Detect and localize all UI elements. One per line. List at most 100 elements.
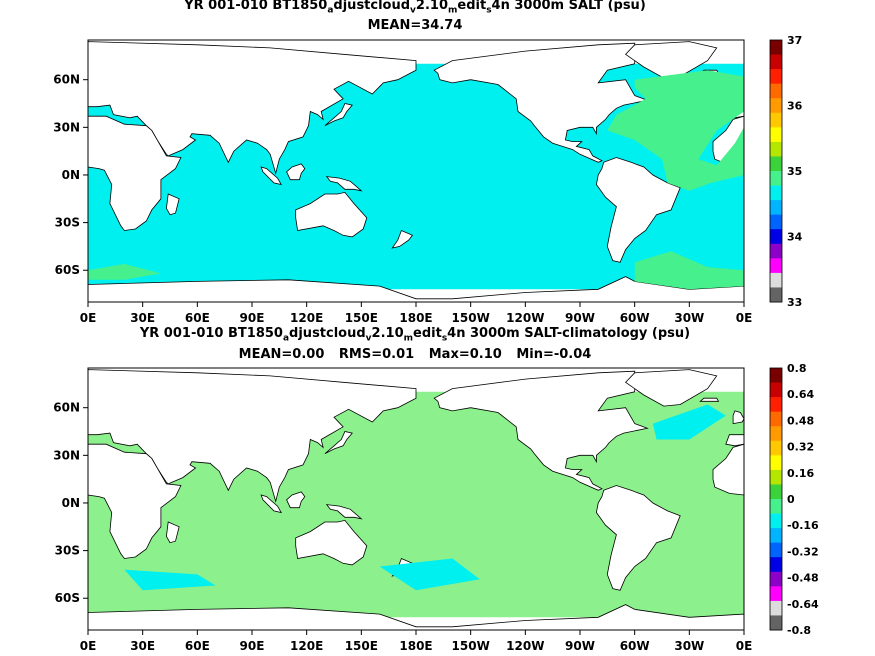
colorbar-swatch <box>770 469 782 485</box>
land-borneo <box>286 163 306 181</box>
land-north-america <box>433 370 649 491</box>
colorbar-label: -0.16 <box>787 519 819 532</box>
panel2-title: YR 001-010 BT1850adjustcloudv2.10medits4… <box>139 326 691 344</box>
lon-label: 30W <box>674 311 704 325</box>
colorbar-swatch <box>770 112 782 128</box>
colorbar-swatch <box>770 382 782 398</box>
lon-label: 120W <box>506 639 544 653</box>
lon-label: 60W <box>620 639 650 653</box>
colorbar-swatch <box>770 171 782 187</box>
lon-label: 30E <box>130 639 155 653</box>
salinity-anomaly-map: 60N 30N 0N 30S 60S 0E 30E 60E 90E 120E 150E 180E 15… <box>53 362 819 653</box>
region-indian-south <box>88 263 161 280</box>
lat-label: 60S <box>55 591 80 605</box>
lon-label: 150W <box>452 311 490 325</box>
colorbar-swatch <box>770 542 782 558</box>
colorbar-swatch <box>770 440 782 456</box>
lon-label: 90W <box>565 639 595 653</box>
colorbar-label: -0.32 <box>787 545 819 558</box>
lon-label: 60E <box>185 311 210 325</box>
lat-label: 0N <box>62 168 80 182</box>
land-greenland <box>624 369 718 407</box>
colorbar-swatch <box>770 571 782 587</box>
colorbar-swatch <box>770 98 782 114</box>
colorbar-label: -0.8 <box>787 624 811 637</box>
colorbar-swatch <box>770 586 782 602</box>
land-new-guinea <box>325 504 363 520</box>
panel1-title: YR 001-010 BT1850adjustcloudv2.10medits4… <box>184 0 646 16</box>
colorbar-label: -0.48 <box>787 572 819 585</box>
colorbar-label: 37 <box>787 34 802 47</box>
land-madagascar <box>165 193 180 216</box>
lon-label: 90W <box>565 311 595 325</box>
lon-label: 150W <box>452 639 490 653</box>
lon-label: 180E <box>399 311 432 325</box>
colorbar-swatch <box>770 455 782 471</box>
colorbar-label: 0.64 <box>787 388 814 401</box>
lat-label: 30N <box>53 120 80 134</box>
land-madagascar <box>165 521 180 544</box>
region-south-atlantic <box>634 251 744 290</box>
lon-label: 60W <box>620 311 650 325</box>
colorbar-label: 0.32 <box>787 441 814 454</box>
colorbar-swatch <box>770 426 782 442</box>
colorbar-label: 33 <box>787 296 802 309</box>
lon-label: 30W <box>674 639 704 653</box>
lon-label: 150E <box>345 639 378 653</box>
lat-label: 60N <box>53 73 80 87</box>
colorbar-swatch <box>770 484 782 500</box>
colorbar-label: 36 <box>787 100 803 113</box>
land-north-america <box>433 42 649 163</box>
land-japan <box>324 103 353 127</box>
colorbar-swatch <box>770 513 782 529</box>
colorbar-swatch <box>770 54 782 70</box>
lon-label: 30E <box>130 311 155 325</box>
region-anomaly-atlantic-cyan <box>652 404 726 440</box>
colorbar-label: 35 <box>787 165 802 178</box>
colorbar-swatch <box>770 83 782 99</box>
colorbar-swatch <box>770 200 782 216</box>
region-anomaly-south-cyan <box>124 569 216 591</box>
lon-label: 0E <box>736 639 753 653</box>
colorbar-swatch <box>770 214 782 230</box>
colorbar-frame <box>769 39 783 303</box>
colorbar-swatch <box>770 258 782 274</box>
colorbar-swatch <box>770 40 782 56</box>
land-australia <box>295 191 368 238</box>
lon-label: 120E <box>290 311 323 325</box>
lat-label: 30S <box>55 216 80 230</box>
lon-label: 90E <box>240 311 265 325</box>
lon-label: 120E <box>290 639 323 653</box>
lon-label: 0E <box>80 639 97 653</box>
land-iceland <box>699 397 720 402</box>
colorbar-swatch <box>770 156 782 172</box>
colorbar-swatch <box>770 600 782 616</box>
land-south-america <box>595 157 681 263</box>
stat-mean: MEAN=0.00 <box>238 347 325 362</box>
land-sumatra <box>260 494 283 514</box>
land-australia <box>295 519 368 566</box>
land-west-africa <box>712 443 745 496</box>
land-sumatra <box>260 166 283 186</box>
lon-label: 180E <box>399 639 432 653</box>
colorbar-swatch <box>770 411 782 427</box>
colorbar-swatch <box>770 499 782 515</box>
colorbar-swatch <box>770 243 782 259</box>
colorbar-swatch <box>770 397 782 413</box>
lon-label: 0E <box>736 311 753 325</box>
colorbar-swatch <box>770 368 782 384</box>
lat-label: 60S <box>55 263 80 277</box>
colorbar-label: 0.16 <box>787 467 814 480</box>
colorbar-swatch <box>770 615 782 631</box>
lat-label: 0N <box>62 496 80 510</box>
region-anomaly-pacific-cyan <box>379 558 480 591</box>
lat-label: 60N <box>53 401 80 415</box>
colorbar-swatch <box>770 272 782 288</box>
colorbar-swatch <box>770 141 782 157</box>
panel2-stats: MEAN=0.00 RMS=0.01 Max=0.10 Min=-0.04 <box>0 347 830 362</box>
lon-label: 0E <box>80 311 97 325</box>
lon-label: 120W <box>506 311 544 325</box>
stat-min: Min=-0.04 <box>516 347 592 362</box>
colorbar-label: 0 <box>787 493 795 506</box>
colorbar-label: 0.48 <box>787 414 814 427</box>
